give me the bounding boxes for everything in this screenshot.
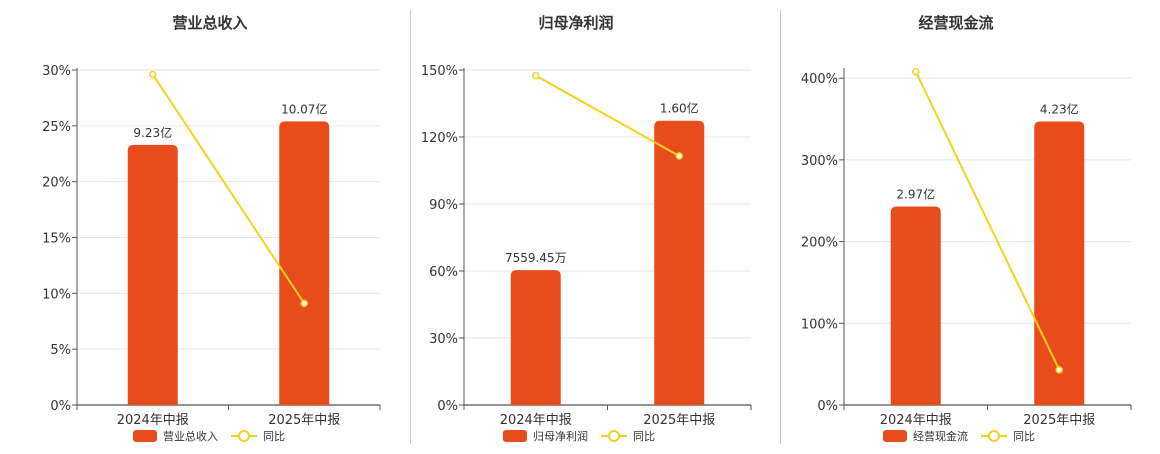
yoy-line: [151, 73, 306, 304]
bar: [279, 121, 330, 405]
chart-title: 经营现金流: [918, 14, 993, 32]
y-tick-label: 300%: [801, 154, 838, 169]
yoy-point: [532, 71, 540, 80]
y-tick-label: 60%: [429, 265, 458, 280]
legend-bar-label: 营业总收入: [163, 429, 218, 443]
y-tick-label: 120%: [421, 131, 458, 146]
y-tick-label: 90%: [429, 198, 458, 213]
legend-bar-swatch: [503, 430, 527, 442]
yoy-point: [1055, 366, 1063, 374]
chart-panel-revenue: 营业总收入 0% 5% 10% 15% 20% 25% 30% 9.23亿 10.07亿 2024年…: [0, 0, 410, 450]
legend-line-marker: [988, 430, 1000, 442]
yoy-line: [914, 71, 1061, 371]
y-tick-label: 25%: [42, 120, 71, 135]
y-tick-label: 10%: [42, 287, 71, 302]
y-tick-label: 20%: [42, 176, 71, 191]
legend-bar-swatch: [883, 430, 907, 442]
y-tick-label: 100%: [801, 317, 838, 332]
y-tick-label: 30%: [42, 64, 71, 79]
y-tick-label: 0%: [817, 399, 838, 414]
bar-value-label: 4.23亿: [1040, 101, 1079, 116]
bar: [654, 120, 705, 406]
y-tick-label: 5%: [50, 343, 71, 358]
y-tick-label: 0%: [437, 399, 458, 414]
legend-line-marker: [238, 430, 250, 442]
chart-svg-net-profit: 归母净利润 0% 30% 60% 90% 120% 150% 7559.45万 1.60亿 202…: [421, 14, 752, 443]
bar: [1034, 121, 1085, 405]
panel-divider: [410, 10, 411, 444]
chart-panel-cash-flow: 经营现金流 0% 100% 200% 300% 400% 2.97亿 4.23亿 2024年中报…: [781, 0, 1160, 450]
bar: [890, 206, 941, 405]
legend-bar-label: 经营现金流: [913, 429, 968, 443]
y-tick-label: 150%: [421, 64, 458, 79]
y-tick-label: 15%: [42, 232, 71, 247]
y-tick-label: 200%: [801, 236, 838, 251]
bar-value-label: 10.07亿: [281, 101, 327, 116]
yoy-point: [675, 152, 683, 160]
chart-panel-net-profit: 归母净利润 0% 30% 60% 90% 120% 150% 7559.45万 1.60亿 202…: [411, 0, 780, 450]
y-tick-label: 400%: [801, 72, 838, 87]
x-tick-label: 2025年中报: [268, 413, 340, 428]
legend-line-label: 同比: [633, 430, 655, 443]
x-tick-label: 2024年中报: [117, 413, 189, 428]
bar: [127, 144, 178, 406]
y-tick-label: 0%: [50, 399, 71, 414]
legend-bar-swatch: [133, 430, 157, 442]
bar: [510, 270, 561, 405]
bar-value-label: 1.60亿: [660, 101, 699, 116]
yoy-line: [535, 74, 680, 157]
legend-line-marker: [608, 430, 620, 442]
chart-svg-revenue: 营业总收入 0% 5% 10% 15% 20% 25% 30% 9.23亿 10.07亿 2024年…: [42, 14, 381, 443]
chart-title: 营业总收入: [172, 14, 247, 32]
yoy-point: [912, 67, 920, 76]
bar-value-label: 9.23亿: [133, 125, 172, 140]
chart-title: 归母净利润: [538, 14, 613, 32]
x-tick-label: 2024年中报: [500, 413, 572, 428]
x-tick-label: 2024年中报: [880, 413, 952, 428]
yoy-point: [300, 299, 308, 308]
bar-value-label: 7559.45万: [505, 251, 567, 265]
legend-line-label: 同比: [263, 430, 285, 443]
x-tick-label: 2025年中报: [1023, 413, 1095, 428]
chart-svg-cash-flow: 经营现金流 0% 100% 200% 300% 400% 2.97亿 4.23亿 2024年中报…: [801, 14, 1132, 443]
yoy-point: [149, 70, 157, 79]
legend-line-label: 同比: [1013, 430, 1035, 443]
panel-divider: [780, 10, 781, 444]
x-tick-label: 2025年中报: [643, 413, 715, 428]
legend-bar-label: 归母净利润: [533, 429, 588, 443]
y-tick-label: 30%: [429, 332, 458, 347]
bar-value-label: 2.97亿: [896, 186, 935, 201]
